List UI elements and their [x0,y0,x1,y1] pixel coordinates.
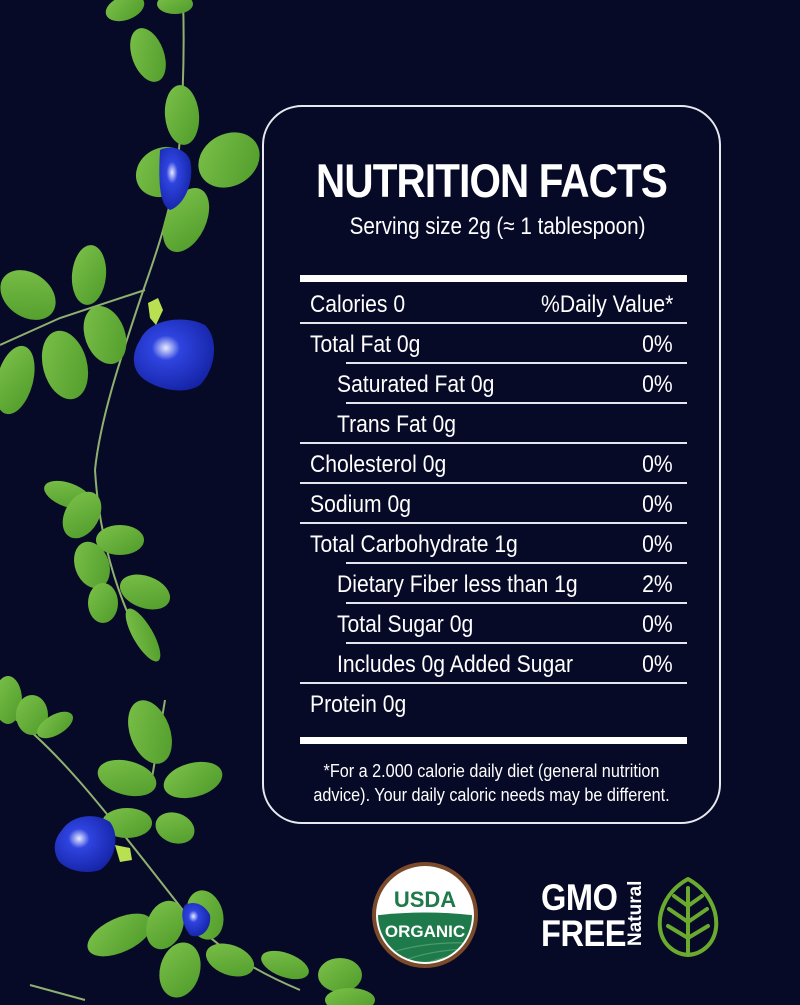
row-divider [300,482,687,484]
nutrient-dv: 0% [642,451,673,478]
row-divider [300,522,687,524]
nutrient-label: Sodium 0g [310,491,411,518]
row-divider [346,602,687,604]
nutrient-row: Cholesterol 0g 0% [300,444,687,484]
nutrient-label: Total Sugar 0g [337,611,474,638]
daily-value-footnote: *For a 2.000 calorie daily diet (general… [287,759,697,807]
top-thick-divider [300,275,687,282]
calories-label: Calories 0 [310,291,406,318]
nutrient-row: Protein 0g [300,684,687,724]
row-divider [346,402,687,404]
gmo-free-label: GMO FREE [541,877,627,954]
natural-vertical-text: Natural [625,880,646,946]
nutrient-dv: 0% [642,611,673,638]
nutrient-dv: 0% [642,531,673,558]
daily-value-header: %Daily Value* [540,291,673,318]
row-divider [300,322,687,324]
serving-size: Serving size 2g (≈ 1 tablespoon) [349,213,646,240]
footnote-line-1: *For a 2.000 calorie daily diet (general… [323,761,660,781]
nutrient-label: Protein 0g [310,691,407,718]
row-divider [346,642,687,644]
nutrient-dv: 0% [642,331,673,358]
nutrient-row: Includes 0g Added Sugar 0% [300,644,687,684]
nutrient-row: Total Fat 0g 0% [300,324,687,364]
nutrient-label: Cholesterol 0g [310,451,447,478]
nutrient-label: Saturated Fat 0g [337,371,495,398]
nutrition-facts-panel: NUTRITION FACTS Serving size 2g (≈ 1 tab… [262,105,721,824]
nutrient-label: Total Fat 0g [310,331,421,358]
nutrient-table: Calories 0 %Daily Value* Total Fat 0g 0%… [300,284,687,724]
organic-text: ORGANIC [385,922,465,941]
nutrition-facts-title: NUTRITION FACTS [316,154,668,207]
usda-organic-seal-icon: USDA ORGANIC [372,862,478,968]
nutrient-label: Trans Fat 0g [337,411,456,438]
natural-leaf-icon [657,877,719,957]
nutrient-dv: 0% [642,651,673,678]
row-divider [300,682,687,684]
nutrient-row: Dietary Fiber less than 1g 2% [300,564,687,604]
nutrient-row: Saturated Fat 0g 0% [300,364,687,404]
nutrient-dv: 2% [642,571,673,598]
free-text: FREE [541,913,627,954]
row-divider [346,562,687,564]
gmo-text: GMO [541,877,618,918]
nutrient-row: Total Sugar 0g 0% [300,604,687,644]
usda-text: USDA [394,887,456,912]
nutrient-row: Sodium 0g 0% [300,484,687,524]
nutrient-row: Total Carbohydrate 1g 0% [300,524,687,564]
bottom-thick-divider [300,737,687,744]
nutrient-label: Total Carbohydrate 1g [310,531,518,558]
nutrient-label: Dietary Fiber less than 1g [337,571,578,598]
nutrient-row: Trans Fat 0g [300,404,687,444]
calories-header-row: Calories 0 %Daily Value* [300,284,687,324]
row-divider [346,362,687,364]
row-divider [300,442,687,444]
nutrient-dv: 0% [642,491,673,518]
nutrient-dv: 0% [642,371,673,398]
footnote-line-2: advice). Your daily caloric needs may be… [313,785,670,805]
nutrient-label: Includes 0g Added Sugar [337,651,574,678]
